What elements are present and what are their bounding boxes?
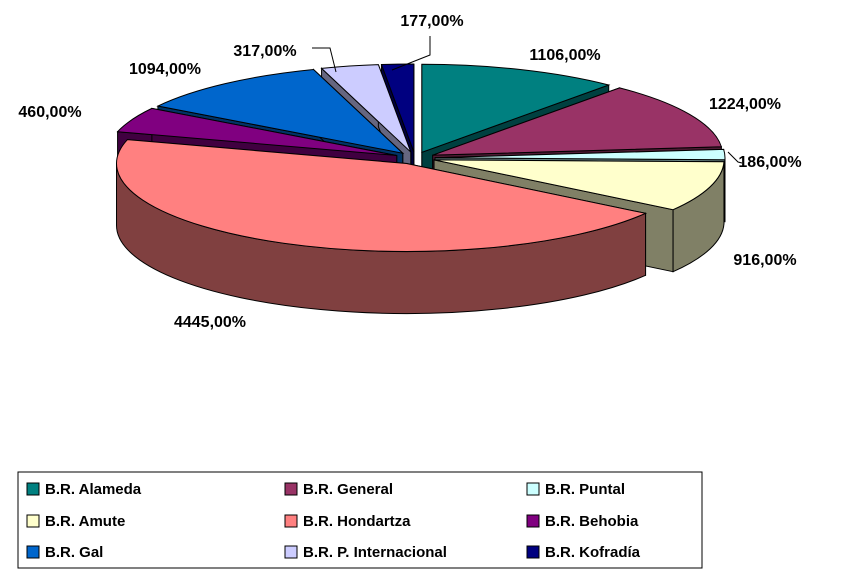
leader-line (727, 151, 743, 164)
leader-line (391, 36, 431, 71)
slice (380, 63, 415, 153)
slice (433, 159, 725, 211)
slice (116, 139, 648, 252)
slice (432, 87, 723, 156)
slice (421, 63, 611, 154)
data-label: 1094,00% (129, 61, 201, 78)
slice (434, 148, 726, 161)
data-label: 4445,00% (174, 314, 246, 331)
legend-label: B.R. Puntal (545, 481, 625, 498)
legend-label: B.R. Amute (45, 513, 125, 530)
data-label: 317,00% (233, 43, 296, 60)
legend-label: B.R. General (303, 481, 393, 498)
legend-swatch (284, 482, 298, 496)
data-label: 460,00% (18, 104, 81, 121)
leader-line (312, 47, 337, 73)
legend-swatch (526, 482, 540, 496)
slice-group (116, 139, 648, 314)
legend-swatch (284, 545, 298, 559)
legend-label: B.R. Behobia (545, 513, 639, 530)
data-label: 1224,00% (709, 96, 781, 113)
legend-swatch (284, 514, 298, 528)
data-label: 177,00% (400, 13, 463, 30)
legend-swatch (526, 514, 540, 528)
legend-label: B.R. P. Internacional (303, 544, 447, 561)
legend-swatch (26, 514, 40, 528)
legend-swatch (26, 545, 40, 559)
data-label: 916,00% (733, 252, 796, 269)
legend-label: B.R. Gal (45, 544, 103, 561)
slice (320, 64, 412, 153)
slice (116, 107, 397, 157)
data-label: 1106,00% (529, 47, 600, 64)
legend-swatch (26, 482, 40, 496)
legend-swatch (526, 545, 540, 559)
legend-label: B.R. Kofradía (545, 544, 641, 561)
legend-box (17, 471, 703, 569)
legend-label: B.R. Hondartza (303, 513, 411, 530)
data-label: 186,00% (738, 154, 801, 171)
legend-label: B.R. Alameda (45, 481, 142, 498)
slice (156, 68, 405, 155)
